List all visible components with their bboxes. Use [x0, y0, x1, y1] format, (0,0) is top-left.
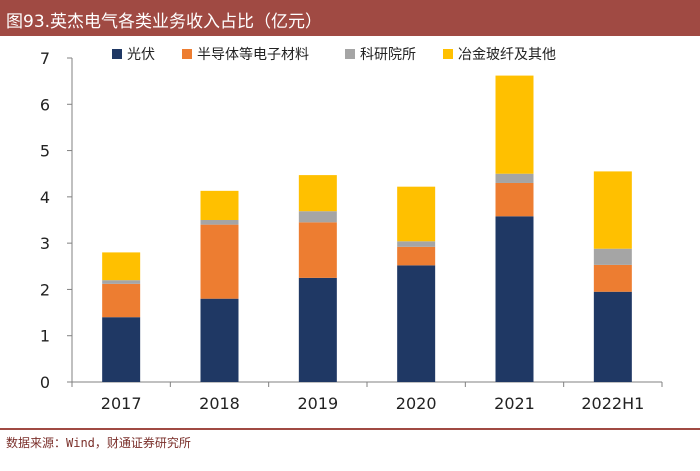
x-tick-label: 2019 [297, 394, 338, 413]
legend-swatch [112, 49, 122, 59]
legend-swatch [345, 49, 355, 59]
bar-segment [102, 283, 141, 318]
source-note: 数据来源：Wind，财通证券研究所 [6, 436, 191, 450]
legend: 光伏 半导体等电子材料 科研院所 冶金玻纤及其他 [112, 46, 556, 63]
legend-swatch [443, 49, 453, 59]
bar-segment [200, 190, 239, 220]
bar-segment [495, 216, 534, 382]
y-tick-label: 6 [40, 95, 50, 114]
bar-segment [397, 265, 436, 382]
bar-segment [495, 182, 534, 217]
y-tick-label: 3 [40, 234, 50, 253]
bar-segment [495, 173, 534, 183]
y-tick-label: 4 [40, 188, 50, 207]
legend-label: 光伏 [127, 47, 155, 63]
bar-segment [495, 75, 534, 174]
x-tick-label: 2021 [494, 394, 535, 413]
legend-label: 半导体等电子材料 [197, 46, 309, 63]
y-tick-label: 2 [40, 280, 50, 299]
bar-segment [593, 248, 632, 265]
bar-segment [298, 175, 337, 212]
bar-segment [593, 291, 632, 382]
legend-label: 冶金玻纤及其他 [458, 47, 556, 63]
bar-segment [200, 220, 239, 225]
axes: 0 1 2 3 4 5 6 7 2017 2018 2019 2020 2021 2022H1 [40, 49, 663, 413]
x-tick-label: 2017 [101, 394, 142, 413]
bars [102, 75, 632, 382]
chart-area: 光伏 半导体等电子材料 科研院所 冶金玻纤及其他 0 1 2 3 4 5 6 7 2017 2018 20… [0, 40, 700, 432]
legend-swatch [182, 49, 192, 59]
bar-segment [200, 224, 239, 299]
y-tick-label: 7 [40, 49, 50, 68]
y-tick-label: 0 [40, 373, 50, 392]
x-tick-label: 2020 [396, 394, 437, 413]
bottom-rule [0, 428, 700, 430]
legend-label: 科研院所 [360, 47, 416, 63]
bar-segment [298, 222, 337, 278]
bar-segment [102, 280, 141, 284]
x-tick-label: 2022H1 [581, 394, 644, 413]
x-tick-label: 2018 [199, 394, 240, 413]
bar-segment [298, 277, 337, 382]
bar-segment [397, 186, 436, 242]
bar-segment [593, 171, 632, 249]
bar-segment [200, 298, 239, 382]
bar-segment [102, 252, 141, 281]
title-bar: 图93.英杰电气各类业务收入占比（亿元） [0, 0, 700, 36]
y-tick-label: 1 [40, 327, 50, 346]
chart-title: 图93.英杰电气各类业务收入占比（亿元） [6, 12, 323, 32]
stacked-bar-chart: 光伏 半导体等电子材料 科研院所 冶金玻纤及其他 0 1 2 3 4 5 6 7 2017 2018 20… [40, 46, 663, 413]
bar-segment [298, 211, 337, 223]
bar-segment [397, 241, 436, 247]
y-tick-label: 5 [40, 142, 50, 161]
bar-segment [102, 317, 141, 382]
bar-segment [397, 246, 436, 266]
bar-segment [593, 264, 632, 292]
